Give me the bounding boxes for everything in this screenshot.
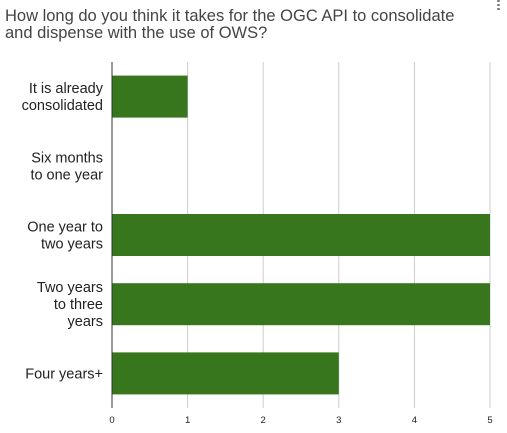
bar[interactable]	[112, 75, 188, 118]
x-tick-label: 3	[336, 415, 341, 426]
bar[interactable]	[112, 352, 339, 395]
category-label: Four years+	[25, 366, 103, 382]
x-tick-label: 2	[261, 415, 266, 426]
category-label: One year to two years	[27, 220, 103, 253]
x-tick-label: 0	[109, 415, 114, 426]
category-label: It is already consolidated	[22, 81, 104, 114]
bar[interactable]	[112, 283, 490, 326]
chart-title: How long do you think it takes for the O…	[5, 7, 455, 42]
x-tick-label: 4	[412, 415, 417, 426]
x-tick-label: 1	[185, 415, 190, 426]
category-label: Two years to three years	[37, 280, 103, 330]
x-tick-label: 5	[487, 415, 492, 426]
bar[interactable]	[112, 214, 490, 256]
category-label: Six months to one year	[30, 150, 103, 183]
more-options-icon[interactable]	[494, 0, 502, 10]
